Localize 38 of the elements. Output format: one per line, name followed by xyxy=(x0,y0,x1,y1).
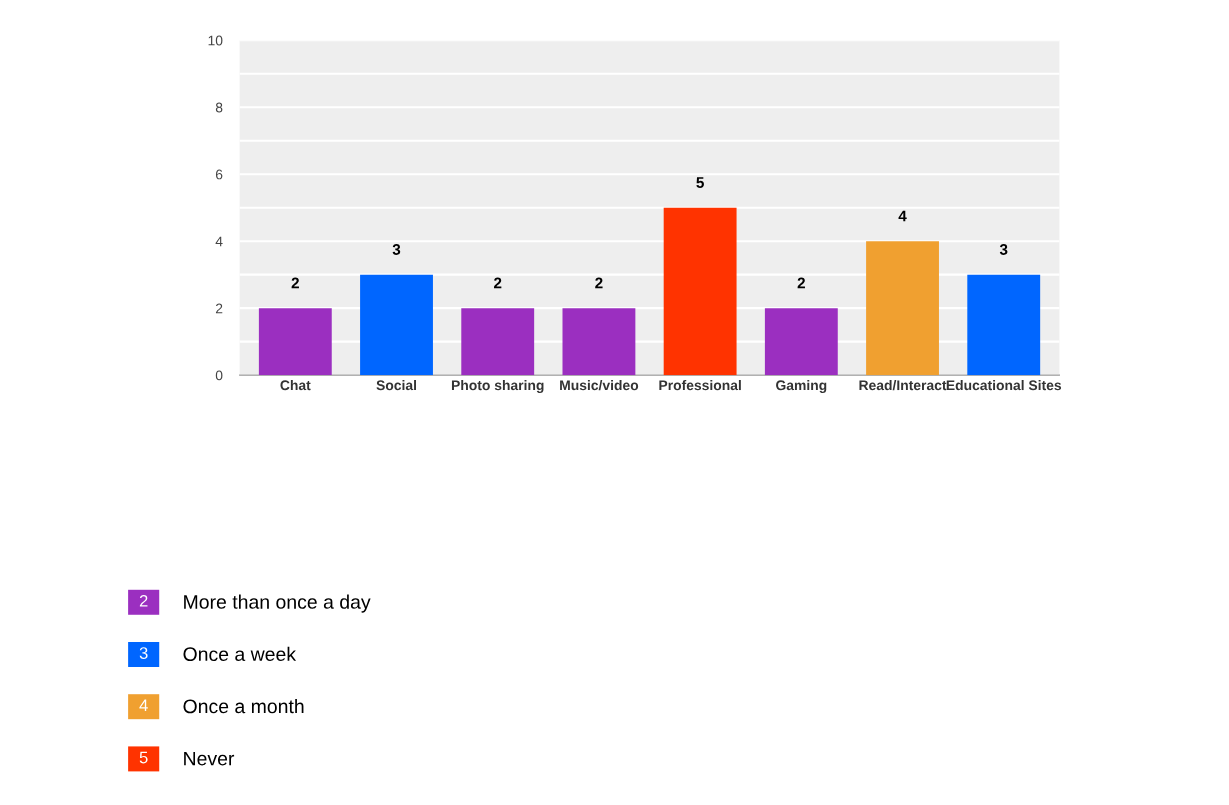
bar xyxy=(663,207,737,376)
legend-label: Never xyxy=(184,751,235,766)
text: 5 xyxy=(139,751,148,764)
bar xyxy=(764,308,838,376)
x-tick-label: Chat xyxy=(280,379,311,391)
bar xyxy=(866,241,939,376)
bar xyxy=(967,274,1041,376)
y-tick-label: 4 xyxy=(215,236,223,247)
bar xyxy=(258,308,332,376)
data-label: 2 xyxy=(595,277,603,289)
legend-label: Once a month xyxy=(183,698,304,714)
text: 4 xyxy=(139,699,148,712)
x-tick-label: Music/video xyxy=(560,379,639,391)
x-tick-label: Educational Sites xyxy=(946,379,1062,391)
data-label: 5 xyxy=(696,177,704,188)
bar xyxy=(562,308,636,376)
x-tick-label: Gaming xyxy=(776,379,827,393)
y-tick-label: 8 xyxy=(215,102,223,113)
data-label: 2 xyxy=(494,277,502,289)
text: 2 xyxy=(139,594,148,607)
bar xyxy=(461,308,535,376)
data-label: 2 xyxy=(291,277,299,289)
x-tick-label: Photo sharing xyxy=(451,379,544,393)
x-tick-label: Professional xyxy=(659,379,741,391)
data-label: 2 xyxy=(797,277,805,289)
y-tick-label: 0 xyxy=(215,370,223,381)
x-tick-label: Social xyxy=(376,379,416,391)
legend-label: More than once a day xyxy=(184,594,371,613)
legend-label: Once a week xyxy=(183,646,297,662)
y-tick-label: 6 xyxy=(215,169,223,180)
bar xyxy=(360,274,433,376)
data-label: 3 xyxy=(392,244,401,255)
y-tick-label: 10 xyxy=(208,35,223,46)
text: 3 xyxy=(139,647,148,659)
x-tick-label: Read/Interact xyxy=(859,379,947,391)
y-tick-label: 2 xyxy=(215,303,223,314)
data-label: 4 xyxy=(898,210,907,222)
data-label: 3 xyxy=(999,244,1008,255)
